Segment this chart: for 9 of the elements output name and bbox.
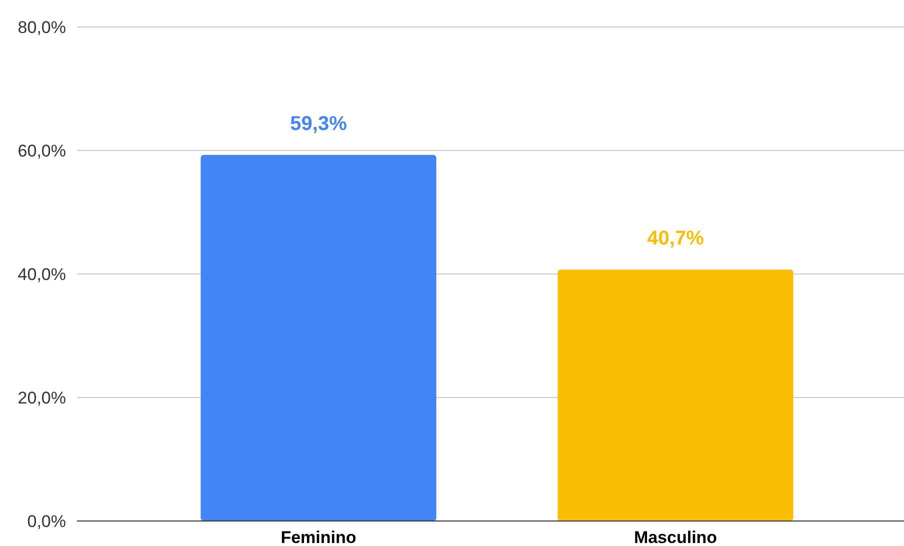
data-label: 40,7% xyxy=(647,228,704,250)
data-label: 59,3% xyxy=(290,112,348,135)
y-tick-label: 0,0% xyxy=(27,512,66,531)
x-tick-label: Feminino xyxy=(280,528,356,546)
y-tick-label: 80,0% xyxy=(18,18,66,37)
y-tick-label: 20,0% xyxy=(18,388,66,408)
y-tick-label: 40,0% xyxy=(18,264,66,284)
y-tick-label: 60,0% xyxy=(18,141,66,160)
x-tick-label: Masculino xyxy=(634,528,718,546)
